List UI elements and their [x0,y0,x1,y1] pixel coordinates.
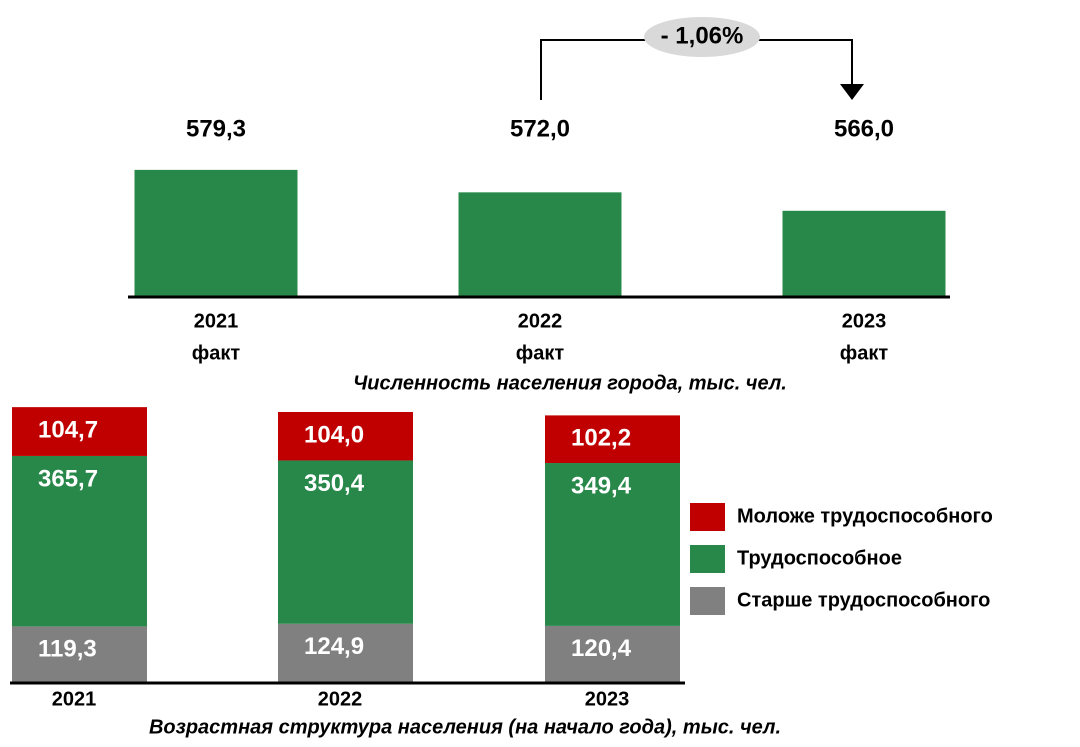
bar [459,192,622,297]
x-tick-label: факт [516,342,565,364]
x-tick-label: 2022 [318,688,363,710]
bar [783,211,946,297]
value-label: 350,4 [304,470,365,497]
value-label: 119,3 [38,636,97,663]
value-label: 120,4 [571,635,632,662]
x-tick-label: 2023 [585,688,630,710]
legend-swatch [690,587,725,615]
value-label: 104,0 [304,421,364,448]
value-label: 104,7 [38,416,98,443]
x-tick-label: 2022 [518,310,563,332]
value-label: 102,2 [571,425,631,452]
legend-label: Моложе трудоспособного [737,505,993,527]
legend-swatch [690,545,725,573]
legend-swatch [690,503,725,531]
x-tick-label: 2021 [194,310,239,332]
value-label: 365,7 [38,465,98,492]
value-label: 124,9 [304,633,364,660]
chart-title: Численность населения города, тыс. чел. [353,372,787,394]
x-tick-label: факт [840,342,889,364]
value-label: 579,3 [186,115,246,142]
legend-label: Трудоспособное [737,547,902,569]
bar [135,170,298,297]
page: - 1,06% 579,3 2021 факт 572,0 2022 факт 566,0 2… [0,0,1080,747]
chart-title: Возрастная структура населения (на начал… [149,716,781,738]
arrow-head [840,84,864,100]
x-tick-label: 2021 [52,688,97,710]
x-tick-label: 2023 [842,310,887,332]
x-tick-label: факт [192,342,241,364]
value-label: 349,4 [571,472,632,499]
annotation: - 1,06% [661,22,744,49]
legend-label: Старше трудоспособного [737,589,990,611]
value-label: 572,0 [510,115,570,142]
value-label: 566,0 [834,115,894,142]
